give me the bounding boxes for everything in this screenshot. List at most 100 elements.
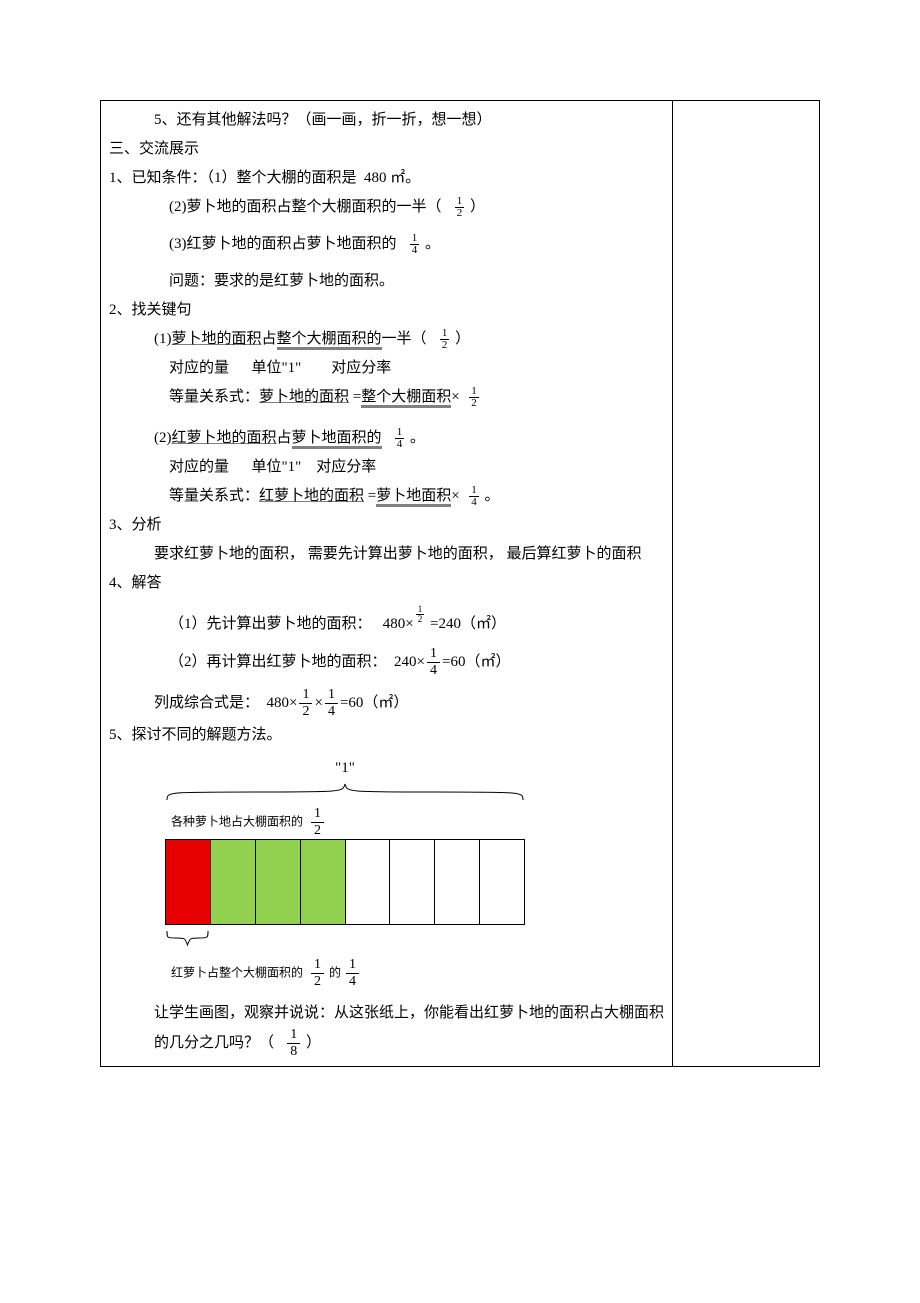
sec5-tail: 让学生画图，观察并说说：从这张纸上，你能看出红萝卜地的面积占大棚面积的几分之几吗… (109, 1000, 664, 1060)
content-cell: 5、还有其他解法吗？（画一画，折一折，想一想） 三、交流展示 1、已知条件：（1… (101, 101, 673, 1067)
bar-cell (435, 840, 480, 924)
top-brace-icon (165, 782, 525, 802)
frac-half-sup-icon: 12 (416, 605, 425, 624)
eq2-m: = (364, 488, 376, 504)
sec2-row-labels-2: 对应的量 单位"1" 对应分率 (109, 454, 664, 481)
sec4-s1: （1）先计算出萝卜地的面积： 480×12 =240（㎡） (109, 605, 664, 638)
side-cell (673, 101, 820, 1067)
cond3-b: 。 (425, 236, 440, 252)
frac-quarter-icon: 14 (410, 233, 420, 256)
eq1-a: 等量关系式： (169, 389, 259, 405)
top-label-text: 各种萝卜地占大棚面积的 (171, 814, 303, 828)
k2-b: 。 (410, 430, 425, 446)
frac-half-icon: 12 (440, 328, 450, 351)
row-label-3b: 对应分率 (316, 459, 376, 475)
cond2-a: (2)萝卜地的面积占整个大棚面积的一半（ (169, 199, 442, 215)
k1-close: ） (455, 331, 470, 347)
sec2-eq2: 等量关系式：红萝卜地的面积 =萝卜地面积× 14 。 (109, 483, 664, 510)
frac-quarter-icon: 14 (346, 957, 359, 990)
sec1-lead: 1、已知条件：（1）整个大棚的面积是 480 ㎡。 (109, 165, 664, 192)
eq1-u2: 整个大棚面积 (361, 389, 451, 408)
eq1-tail: × (451, 389, 459, 405)
eq2-tail: × (451, 488, 459, 504)
row-label-2b: 单位"1" (252, 459, 302, 475)
frac-eighth-icon: 18 (287, 1027, 300, 1060)
frac-quarter-icon: 14 (395, 427, 405, 450)
s2-b: 240× (394, 654, 425, 670)
sec4-comb: 列成综合式是： 480×12×14=60（㎡） (109, 687, 664, 720)
row-label-3: 对应分率 (331, 360, 391, 376)
comb-d: =60（㎡） (340, 695, 408, 711)
sec2-eq1: 等量关系式：萝卜地的面积 =整个大棚面积× 12 (109, 384, 664, 411)
comb-a: 列成综合式是： (154, 695, 259, 711)
s2-c: =60（㎡） (442, 654, 510, 670)
eq2-a: 等量关系式： (169, 488, 259, 504)
tail-b: ） (306, 1035, 321, 1051)
sec2-k2: (2)红萝卜地的面积占萝卜地面积的 14 。 (109, 425, 664, 452)
sec2-lead: 2、找关键句 (109, 297, 664, 324)
s1-c: =240（㎡） (430, 616, 506, 632)
sec3-lead: 3、分析 (109, 512, 664, 539)
comb-b: 480× (267, 695, 298, 711)
k1-m: 占 (262, 331, 277, 347)
bar-cell (211, 840, 256, 924)
bar-chart (165, 839, 525, 925)
k2-a: (2) (154, 430, 172, 446)
sec3-c: 最后算红萝卜的面积 (507, 546, 642, 562)
eq2-b: 。 (484, 488, 499, 504)
eq1-u1: 萝卜地的面积 (259, 389, 349, 405)
k1-a: (1) (154, 331, 172, 347)
bar-cell (346, 840, 391, 924)
bar-cell (390, 840, 435, 924)
k2-m: 占 (277, 430, 292, 446)
bottom-label-b: 的 (329, 965, 341, 979)
sec3-a: 要求红萝卜地的面积， (154, 546, 304, 562)
section-3-title: 三、交流展示 (109, 136, 664, 163)
k1-underline-1: 萝卜地的面积 (172, 331, 262, 347)
k1-underline-2: 整个大棚面积的 (277, 331, 382, 350)
k2-u2: 萝卜地面积的 (292, 430, 382, 449)
s2-a: （2）再计算出红萝卜地的面积： (169, 654, 387, 670)
bar-cell (480, 840, 524, 924)
sec2-k1: (1)萝卜地的面积占整个大棚面积的一半（ 12 ） (109, 326, 664, 353)
k1-tail: 一半（ (382, 331, 427, 347)
diagram-title: "1" (165, 755, 525, 782)
diagram-bottom-label: 红萝卜占整个大棚面积的 12 的 14 (165, 957, 525, 990)
frac-half-icon: 12 (311, 806, 324, 839)
sec1-cond2: (2)萝卜地的面积占整个大棚面积的一半（ 12 ） (109, 194, 664, 221)
bar-cell (256, 840, 301, 924)
frac-half-icon: 12 (299, 687, 312, 720)
cond3-a: (3)红萝卜地的面积占萝卜地面积的 (169, 236, 397, 252)
bottom-label-a: 红萝卜占整个大棚面积的 (171, 965, 303, 979)
comb-c: × (314, 695, 322, 711)
sec3-b: 需要先计算出萝卜地的面积， (308, 546, 503, 562)
sec3-body: 要求红萝卜地的面积， 需要先计算出萝卜地的面积， 最后算红萝卜的面积 (109, 541, 664, 568)
frac-half-icon: 12 (469, 386, 479, 409)
line-5-other-methods: 5、还有其他解法吗？（画一画，折一折，想一想） (109, 107, 664, 134)
sec1-lead-text: 1、已知条件：（1）整个大棚的面积是 (109, 170, 357, 186)
worksheet-table: 5、还有其他解法吗？（画一画，折一折，想一想） 三、交流展示 1、已知条件：（1… (100, 100, 820, 1067)
bar-cell (301, 840, 346, 924)
row-label-1b: 对应的量 (169, 459, 229, 475)
eq2-u2: 萝卜地面积 (376, 488, 451, 507)
sec1-cond3: (3)红萝卜地的面积占萝卜地面积的 14 。 (109, 231, 664, 258)
cond2-b: ） (470, 199, 485, 215)
s1-a: （1）先计算出萝卜地的面积： (169, 616, 372, 632)
frac-half-icon: 12 (455, 196, 465, 219)
sec5-lead: 5、探讨不同的解题方法。 (109, 722, 664, 749)
sec2-row-labels: 对应的量 单位"1" 对应分率 (109, 355, 664, 382)
area-value: 480 ㎡。 (364, 170, 420, 186)
eq1-m: = (349, 389, 361, 405)
frac-quarter-icon: 14 (427, 646, 440, 679)
bottom-brace-icon (165, 929, 210, 947)
frac-quarter-icon: 14 (325, 687, 338, 720)
row-label-1: 对应的量 (169, 360, 229, 376)
k2-u1: 红萝卜地的面积 (172, 430, 277, 446)
sec4-lead: 4、解答 (109, 570, 664, 597)
frac-quarter-icon: 14 (469, 485, 479, 508)
row-label-2: 单位"1" (252, 360, 302, 376)
s1-b: 480× (383, 616, 414, 632)
bar-diagram: "1" 各种萝卜地占大棚面积的 12 红萝卜占整个大棚面积的 12 的 14 (165, 755, 525, 990)
eq2-u1: 红萝卜地的面积 (259, 488, 364, 504)
diagram-top-label: 各种萝卜地占大棚面积的 12 (165, 806, 525, 839)
